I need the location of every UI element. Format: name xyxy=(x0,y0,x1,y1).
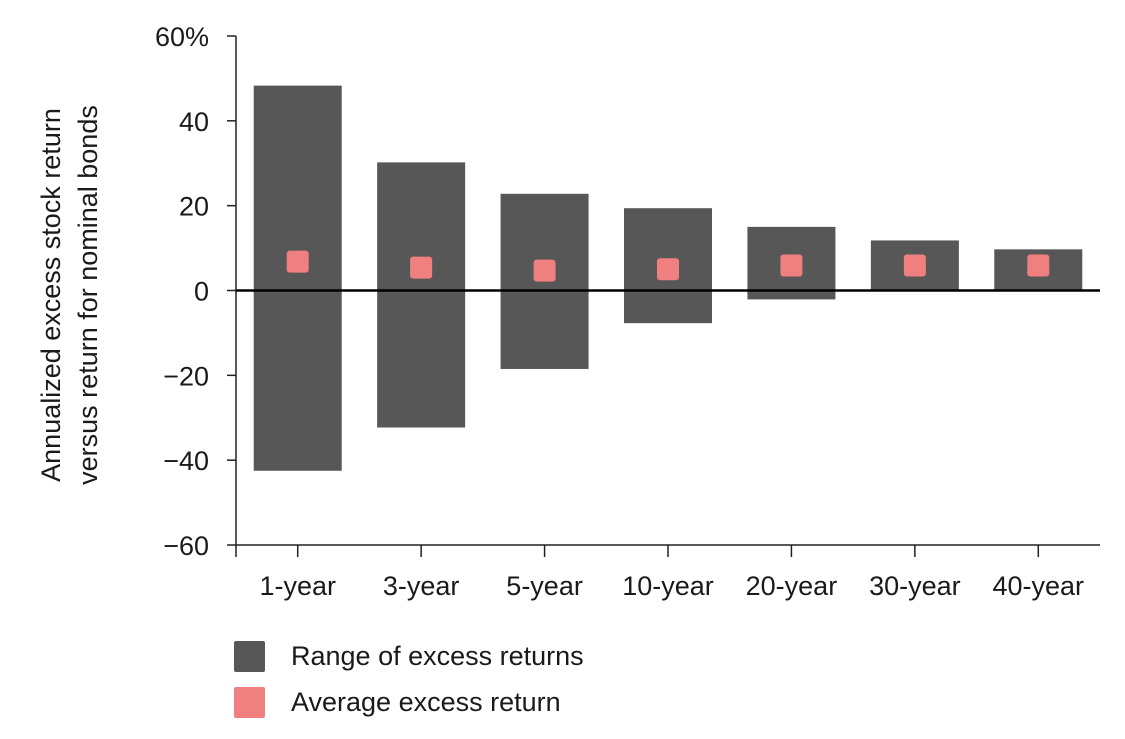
range-bar xyxy=(253,85,342,471)
y-axis-title-line-2: versus return for nominal bonds xyxy=(73,105,103,485)
legend-item-average: Average excess return xyxy=(234,686,584,718)
legend-swatch-range xyxy=(234,640,265,672)
y-axis-title-line-1: Annualized excess stock return xyxy=(36,108,66,482)
x-tick-label: 10-year xyxy=(622,571,714,601)
y-tick-label: 0 xyxy=(194,277,209,307)
legend-label-range: Range of excess returns xyxy=(291,640,584,671)
legend-label-average: Average excess return xyxy=(291,686,561,717)
range-bars xyxy=(253,85,1083,471)
y-tick-label: 40 xyxy=(179,107,209,137)
y-axis-title: Annualized excess stock return versus re… xyxy=(36,105,103,485)
y-tick-label: −20 xyxy=(163,361,209,391)
average-marker xyxy=(780,254,803,277)
average-marker xyxy=(410,256,433,279)
x-tick-label: 1-year xyxy=(259,571,336,601)
average-marker xyxy=(286,250,309,273)
legend-item-range: Range of excess returns xyxy=(234,640,584,672)
legend: Range of excess returns Average excess r… xyxy=(234,640,584,732)
average-marker xyxy=(1027,254,1050,277)
x-tick-label: 20-year xyxy=(746,571,838,601)
excess-return-chart: Annualized excess stock return versus re… xyxy=(36,22,1100,601)
legend-swatch-average xyxy=(234,686,265,718)
x-tick-label: 3-year xyxy=(383,571,460,601)
y-tick-label: −40 xyxy=(163,446,209,476)
y-tick-label: 20 xyxy=(179,192,209,222)
average-marker xyxy=(903,254,926,277)
y-tick-label: 60% xyxy=(155,22,209,52)
average-markers xyxy=(286,250,1050,282)
y-tick-label: −60 xyxy=(163,531,209,561)
x-tick-labels: 1-year 3-year 5-year 10-year 20-year 30-year 4… xyxy=(259,571,1084,601)
axes: 60% 40 20 0 −20 −40 −60 xyxy=(155,22,1100,561)
average-marker xyxy=(657,258,679,281)
x-tick-label: 5-year xyxy=(506,571,583,601)
average-marker xyxy=(533,259,556,282)
x-tick-label: 30-year xyxy=(869,571,961,601)
range-bar xyxy=(377,162,466,428)
x-tick-label: 40-year xyxy=(993,571,1085,601)
